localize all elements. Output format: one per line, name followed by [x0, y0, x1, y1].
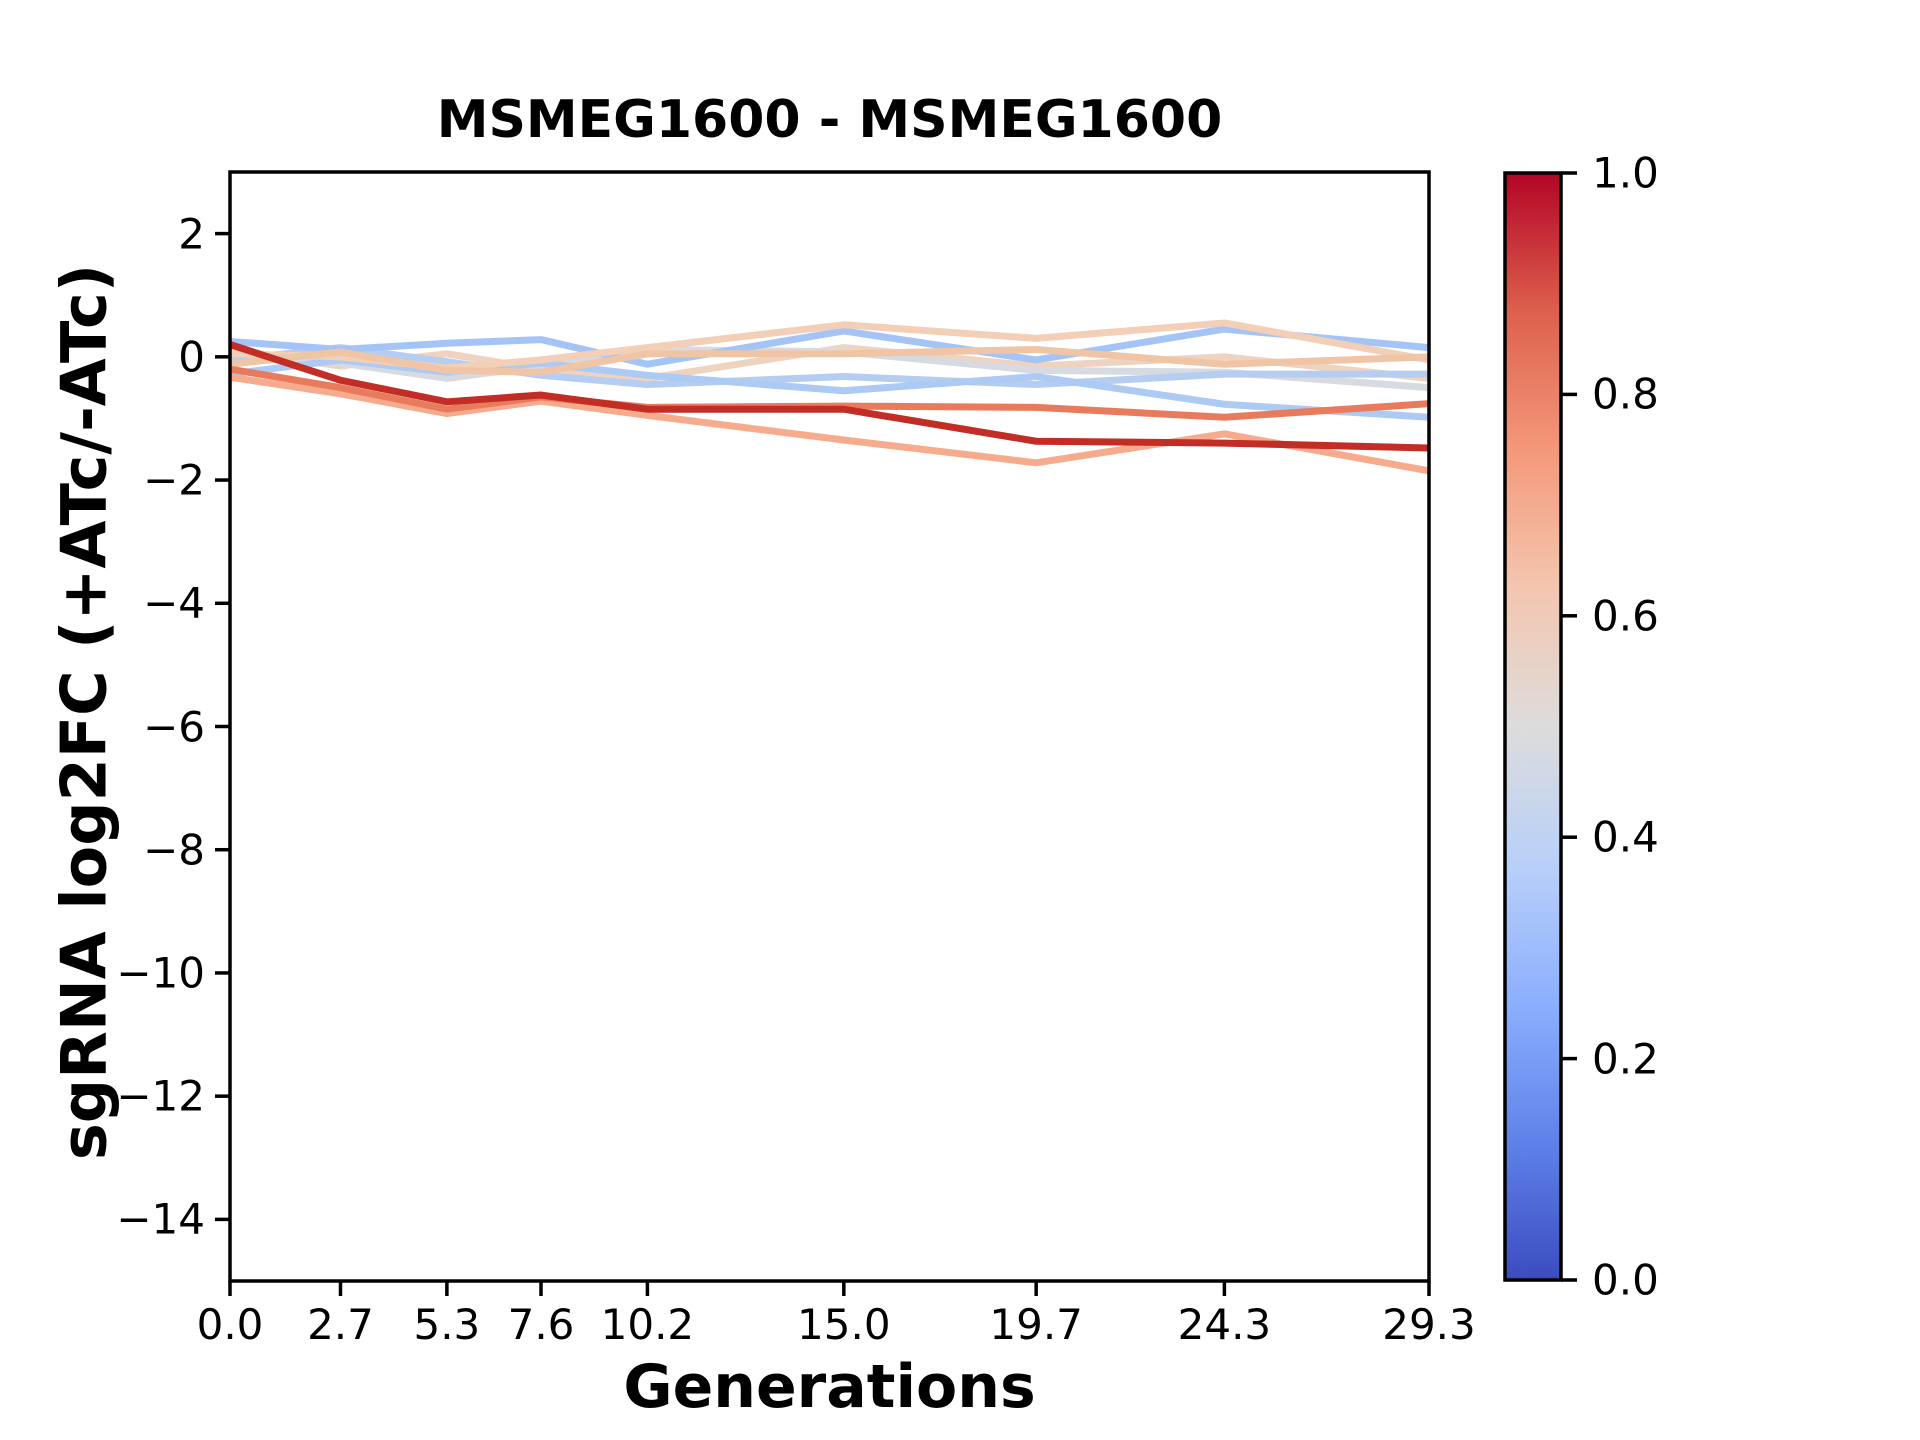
x-tick-label: 7.6	[507, 1300, 575, 1349]
x-tick-label: 19.7	[989, 1300, 1083, 1349]
series-line-line_06	[230, 345, 1429, 376]
y-tick-label: −14	[116, 1194, 205, 1244]
series-lines	[230, 319, 1429, 475]
x-tick-label: 5.3	[413, 1300, 481, 1349]
y-tick-label: −4	[143, 578, 205, 628]
series-line-line_10	[230, 341, 1429, 452]
series-line-line_01	[230, 325, 1429, 368]
y-tick-label: −2	[143, 455, 205, 505]
x-tick-label: 24.3	[1177, 1300, 1272, 1349]
x-axis-label: Generations	[623, 1352, 1036, 1422]
y-tick-label: −8	[143, 825, 205, 875]
colorbar-tick-label: 1.0	[1592, 148, 1659, 198]
colorbar-tick-label: 0.0	[1592, 1255, 1659, 1305]
colorbar-gradient	[1505, 173, 1561, 1280]
colorbar-tick-label: 0.8	[1592, 369, 1659, 419]
chart-title: MSMEG1600 - MSMEG1600	[436, 90, 1223, 150]
colorbar-tick-label: 0.4	[1592, 812, 1659, 862]
y-tick-label: −12	[116, 1071, 205, 1121]
y-tick-label: 0	[178, 332, 205, 382]
y-tick-label: −6	[143, 702, 205, 751]
axes-border	[228, 170, 1431, 1283]
series-line-line_02	[230, 344, 1429, 389]
colorbar-tick-label: 0.6	[1592, 591, 1659, 641]
x-tick-label: 0.0	[196, 1300, 264, 1349]
y-tick-label: −10	[116, 948, 205, 998]
x-tick-label: 29.3	[1382, 1300, 1476, 1349]
colorbar-border	[1503, 171, 1563, 1282]
x-tick-label: 10.2	[600, 1300, 695, 1349]
y-tick-label: 2	[178, 209, 205, 259]
x-tick-label: 15.0	[797, 1300, 891, 1349]
x-tick-label: 2.7	[307, 1300, 374, 1349]
colorbar-tick-label: 0.2	[1592, 1034, 1659, 1084]
